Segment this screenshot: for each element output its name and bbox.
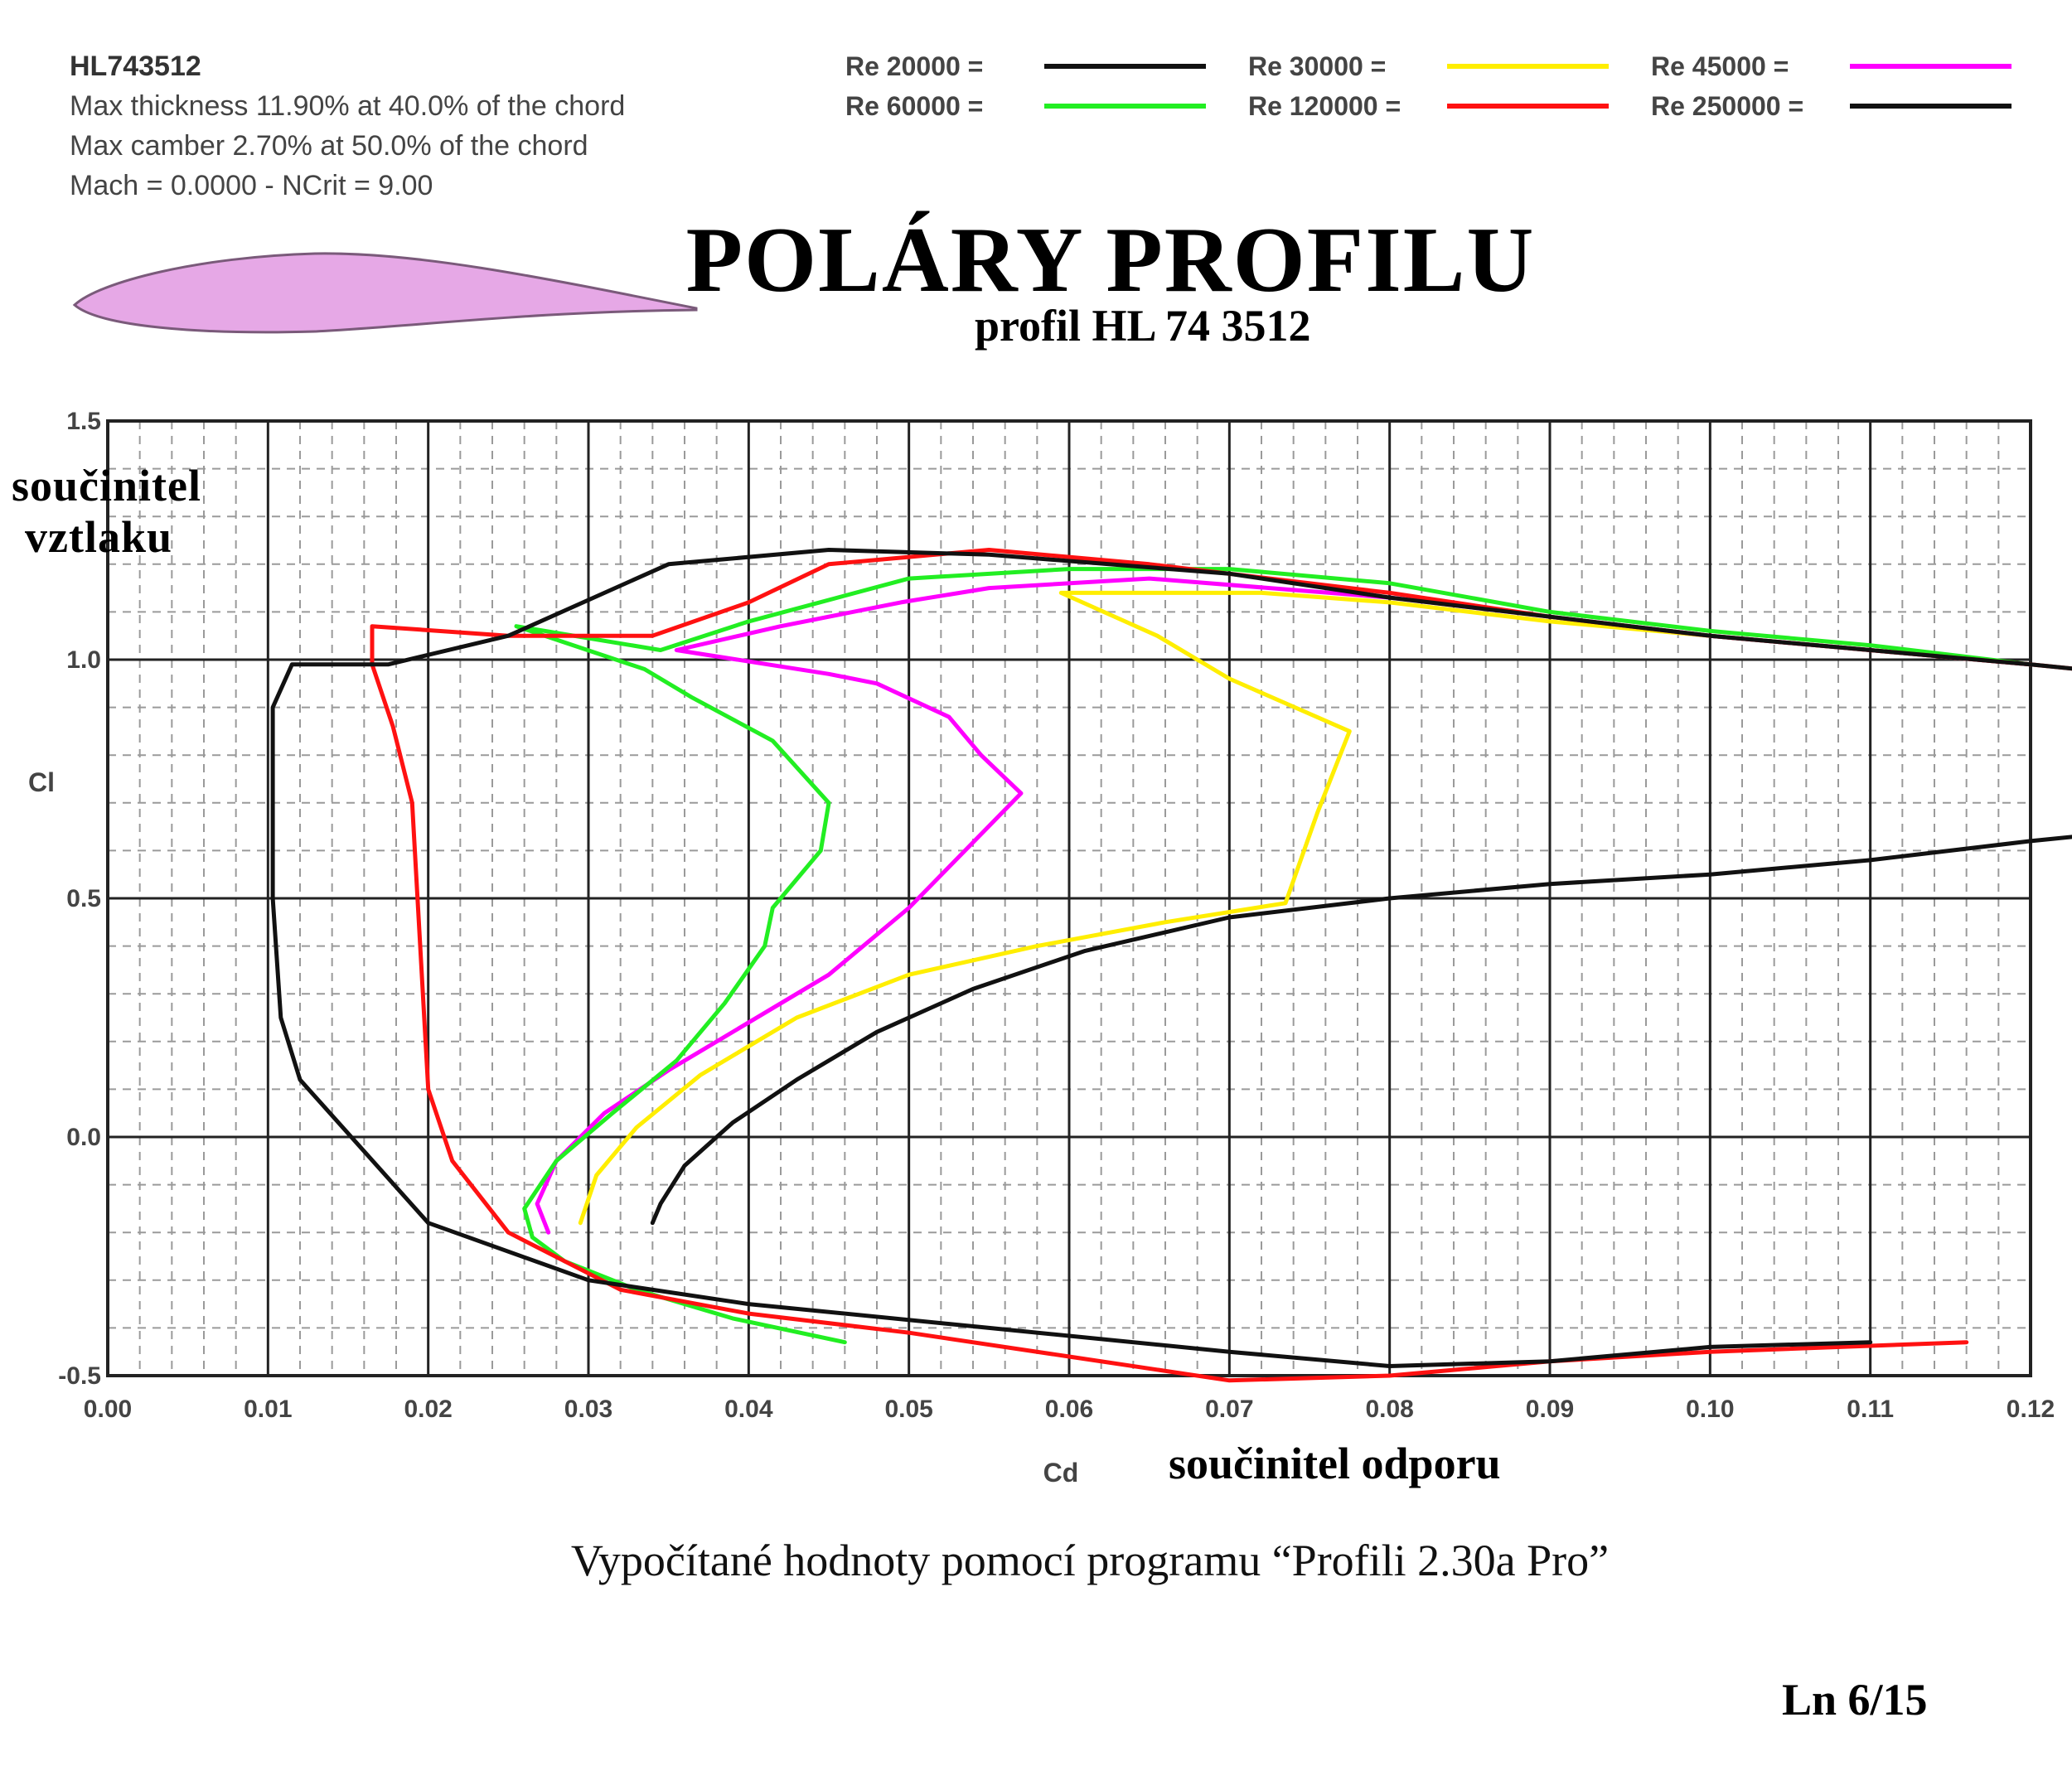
legend-swatch	[1447, 64, 1609, 69]
x-tick-label: 0.04	[724, 1396, 773, 1423]
grid-major	[106, 419, 2032, 1377]
legend-swatch	[1850, 104, 2011, 109]
series-line-3	[514, 567, 2033, 1345]
y-axis-title-line-2: vztlaku	[25, 512, 173, 562]
airfoil-info: HL743512 Max thickness 11.90% at 40.0% o…	[70, 46, 625, 206]
chart-title: POLÁRY PROFILU	[685, 209, 1536, 312]
chart-subtitle: profil HL 74 3512	[975, 301, 1311, 351]
legend-swatch	[1044, 64, 1206, 69]
x-tick-label: 0.03	[564, 1396, 612, 1423]
thickness-text: Max thickness 11.90% at 40.0% of the cho…	[70, 90, 626, 122]
mach-text: Mach = 0.0000 - NCrit = 9.00	[70, 170, 433, 201]
legend-item: Re 20000 =	[845, 51, 1248, 82]
tick-layer: 0.00 0.01 0.02 0.03 0.04 0.05 0.06 0.07 0.08 0.09…	[28, 408, 2055, 1488]
x-tick-label: 0.11	[1847, 1396, 1894, 1423]
x-tick-label: 0.00	[84, 1396, 132, 1423]
legend-label: Re 60000 =	[845, 90, 984, 121]
y-axis-label: Cl	[28, 767, 55, 797]
airfoil-name: HL743512	[70, 51, 201, 82]
y-axis-title-line-1: součinitel	[12, 461, 202, 510]
y-tick-label: 1.0	[66, 646, 101, 674]
legend: Re 20000 = Re 30000 = Re 45000 = Re 60000 …	[845, 46, 2054, 126]
legend-item: Re 120000 =	[1248, 91, 1651, 122]
legend-item: Re 250000 =	[1651, 91, 2054, 122]
x-tick-label: 0.12	[2007, 1396, 2055, 1423]
x-tick-label: 0.07	[1205, 1396, 1253, 1423]
x-tick-label: 0.08	[1365, 1396, 1413, 1423]
legend-label: Re 20000 =	[845, 51, 984, 81]
legend-swatch	[1850, 64, 2011, 69]
legend-label: Re 250000 =	[1651, 90, 1804, 121]
polar-chart: 0.00 0.01 0.02 0.03 0.04 0.05 0.06 0.07 0.08 0.09…	[28, 408, 2072, 1488]
x-tick-label: 0.01	[244, 1396, 292, 1423]
y-axis-title: součinitel vztlaku	[12, 460, 201, 563]
y-tick-label: 1.5	[66, 408, 101, 435]
airfoil-shape	[72, 252, 698, 334]
plot-frame	[106, 419, 2032, 1377]
y-tick-label: 0.5	[66, 885, 101, 912]
legend-item: Re 60000 =	[845, 91, 1248, 122]
x-axis-title: součinitel odporu	[1169, 1439, 1501, 1488]
legend-row: Re 60000 = Re 120000 = Re 250000 =	[845, 86, 2054, 126]
x-tick-label: 0.02	[404, 1396, 452, 1423]
series-line-5	[270, 548, 2072, 1368]
x-tick-label: 0.06	[1045, 1396, 1093, 1423]
x-tick-label: 0.10	[1686, 1396, 1734, 1423]
legend-swatch	[1447, 104, 1609, 109]
legend-label: Re 30000 =	[1248, 51, 1387, 81]
series-line-1	[578, 590, 2033, 1226]
x-tick-label: 0.09	[1526, 1396, 1574, 1423]
y-tick-label: 0.0	[66, 1124, 101, 1151]
x-axis-label: Cd	[1043, 1458, 1079, 1488]
caption: Vypočítané hodnoty pomocí programu “Prof…	[570, 1536, 1610, 1585]
y-tick-label: -0.5	[58, 1362, 101, 1390]
legend-swatch	[1044, 104, 1206, 109]
legend-row: Re 20000 = Re 30000 = Re 45000 =	[845, 46, 2054, 86]
legend-item: Re 30000 =	[1248, 51, 1651, 82]
legend-label: Re 120000 =	[1248, 90, 1402, 121]
series-line-4	[370, 548, 2072, 1383]
series-layer	[270, 548, 2072, 1383]
legend-label: Re 45000 =	[1651, 51, 1789, 81]
series-line-0	[650, 835, 2072, 1226]
legend-item: Re 45000 =	[1651, 51, 2054, 82]
camber-text: Max camber 2.70% at 50.0% of the chord	[70, 130, 588, 162]
page-number: Ln 6/15	[1782, 1675, 1928, 1725]
x-tick-label: 0.05	[884, 1396, 932, 1423]
